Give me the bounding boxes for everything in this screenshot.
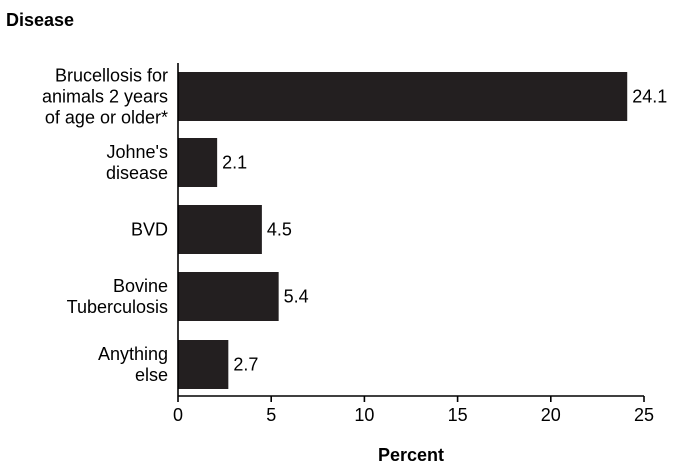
category-label-4-line-0: Anything — [98, 344, 168, 364]
x-axis-label: Percent — [378, 445, 444, 465]
category-label-3-line-0: Bovine — [113, 276, 168, 296]
value-label-3: 5.4 — [284, 287, 309, 307]
category-label-1-line-1: disease — [106, 163, 168, 183]
category-label-2: BVD — [131, 220, 168, 240]
x-tick-label-3: 15 — [448, 405, 468, 425]
category-label-3-line-1: Tuberculosis — [67, 297, 168, 317]
x-tick-label-4: 20 — [541, 405, 561, 425]
x-tick-label-0: 0 — [173, 405, 183, 425]
x-tick-label-5: 25 — [634, 405, 654, 425]
value-label-2: 4.5 — [267, 220, 292, 240]
value-label-1: 2.1 — [222, 153, 247, 173]
bar-3 — [178, 272, 279, 321]
category-label-0: Brucellosis for animals 2 years of age or … — [42, 66, 168, 128]
chart-title: Disease — [6, 10, 74, 30]
value-labels: 24.1 2.1 4.5 5.4 2.7 — [222, 87, 667, 375]
category-label-3: Bovine Tuberculosis — [67, 276, 168, 317]
bars — [178, 72, 628, 389]
category-labels: Brucellosis for animals 2 years of age or … — [42, 66, 168, 386]
x-axis-ticks: 0 5 10 15 20 25 — [173, 396, 654, 425]
category-label-4-line-1: else — [135, 365, 168, 385]
category-label-0-line-0: Brucellosis for — [55, 66, 168, 86]
category-label-1: Johne's disease — [106, 142, 168, 183]
category-label-2-line-0: BVD — [131, 220, 168, 240]
category-label-0-line-2: of age or older* — [45, 108, 168, 128]
bar-2 — [178, 205, 262, 254]
category-label-1-line-0: Johne's — [107, 142, 168, 162]
value-label-0: 24.1 — [632, 87, 667, 107]
category-label-0-line-1: animals 2 years — [42, 87, 168, 107]
bar-4 — [178, 340, 229, 389]
x-tick-label-1: 5 — [266, 405, 276, 425]
category-label-4: Anything else — [98, 344, 168, 385]
bar-0 — [178, 72, 628, 121]
bar-1 — [178, 138, 218, 187]
x-tick-label-2: 10 — [354, 405, 374, 425]
value-label-4: 2.7 — [233, 355, 258, 375]
